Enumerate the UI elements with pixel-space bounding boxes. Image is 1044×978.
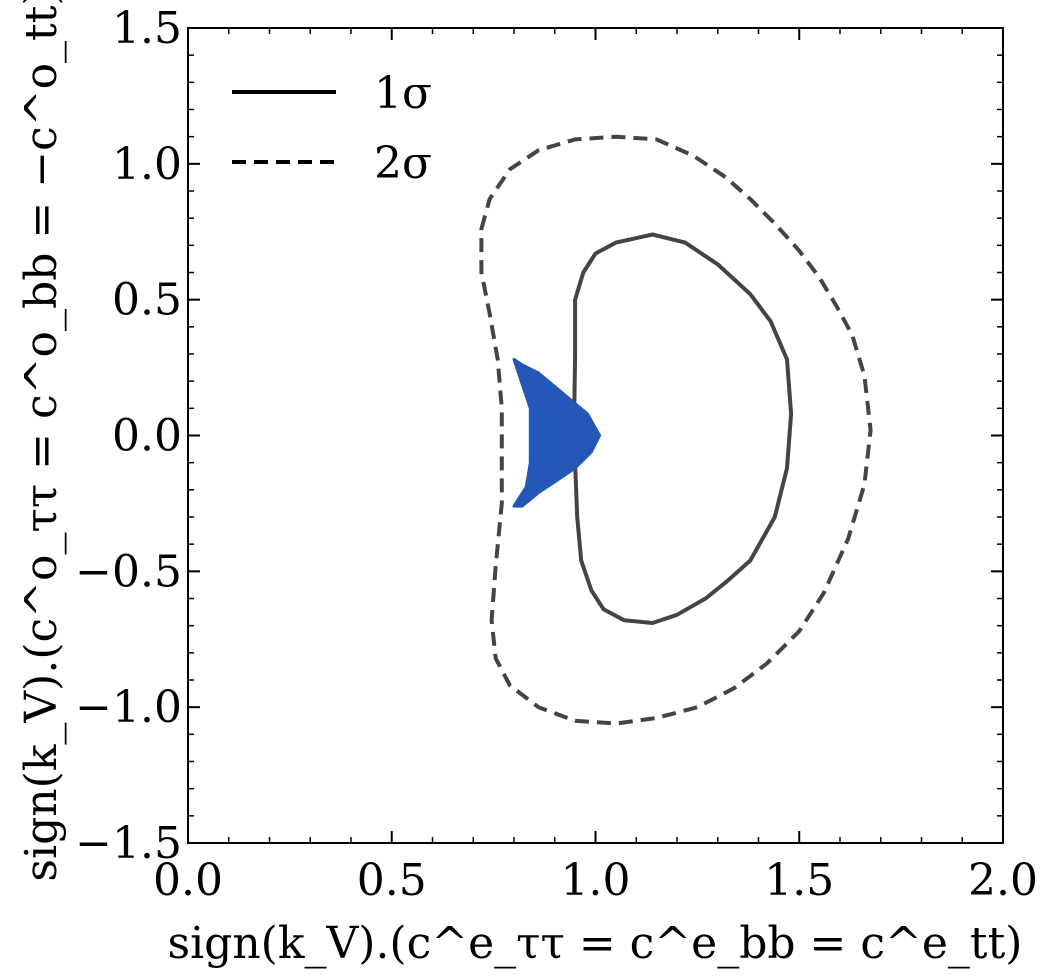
series-region-2 (512, 357, 602, 508)
y-tick-label: 0.0 (112, 411, 182, 462)
legend-label: 1σ (374, 68, 432, 119)
legend-label: 2σ (374, 138, 432, 189)
tick-layer: 0.0 0.5 1.0 1.5 2.0 1.5 1.0 0.5 0.0 −0.5 −1.0 −1.5 (75, 3, 1038, 906)
x-tick-label: 1.0 (561, 855, 631, 906)
series-layer (479, 134, 873, 726)
y-tick-label: 1.0 (112, 139, 182, 190)
y-tick-label: −1.0 (75, 682, 182, 733)
x-tick-label: 0.0 (153, 855, 223, 906)
y-tick-label: 1.5 (112, 3, 182, 54)
x-axis-label: sign(k_V).(c^e_ττ = c^e_bb = c^e_tt) (168, 918, 1023, 969)
x-tick-label: 0.5 (357, 855, 427, 906)
series-2σ-1 (479, 134, 873, 726)
y-axis-label: sign(k_V).(c^o_ττ = c^o_bb = −c^o_tt) (16, 0, 67, 882)
y-tick-label: −1.5 (75, 818, 182, 869)
y-tick-label: 0.5 (112, 275, 182, 326)
x-tick-label: 1.5 (764, 855, 834, 906)
y-tick-label: −0.5 (75, 546, 182, 597)
x-tick-label: 2.0 (968, 855, 1038, 906)
series-1σ-0 (572, 232, 794, 625)
